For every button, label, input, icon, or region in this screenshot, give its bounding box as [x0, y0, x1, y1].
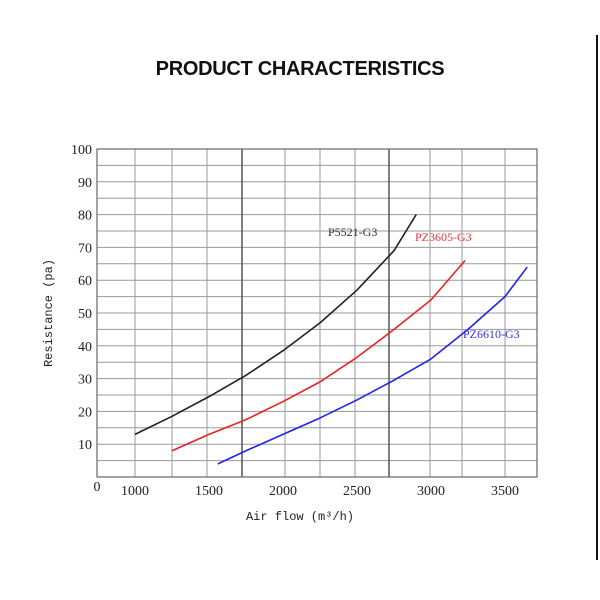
plot-frame: [96, 148, 538, 478]
x-axis-label: Air flow (m³/h): [246, 510, 354, 524]
y-tick-label: 100: [71, 143, 92, 158]
x-tick-label: 3500: [491, 484, 519, 499]
y-tick-label: 10: [78, 438, 92, 453]
y-tick-label: 60: [78, 274, 92, 289]
y-axis-label: Resistance (pa): [42, 259, 56, 367]
y-tick-label: 40: [78, 340, 92, 355]
y-tick-label: 80: [78, 209, 92, 224]
y-tick-label: 50: [78, 307, 92, 322]
x-tick-label: 2000: [269, 484, 297, 499]
series-label: P5521-G3: [328, 225, 377, 239]
x-tick-label: 1500: [195, 484, 223, 499]
series-line-pz3605-g3: [171, 259, 466, 452]
series-label: PZ3605-G3: [415, 230, 472, 244]
y-tick-label: 30: [78, 373, 92, 388]
x-tick-label: 3000: [417, 484, 445, 499]
y-tick-label: 70: [78, 241, 92, 256]
x-tick-label: 0: [94, 480, 101, 495]
x-tick-label: 1000: [121, 484, 149, 499]
x-tick-label: 2500: [343, 484, 371, 499]
series-label: PZ6610-G3: [463, 327, 520, 341]
y-tick-label: 90: [78, 176, 92, 191]
series-line-pz6610-g3: [217, 266, 528, 465]
image-border: [596, 35, 598, 560]
chart-title: PRODUCT CHARACTERISTICS: [155, 58, 445, 80]
y-tick-label: 20: [78, 405, 92, 420]
